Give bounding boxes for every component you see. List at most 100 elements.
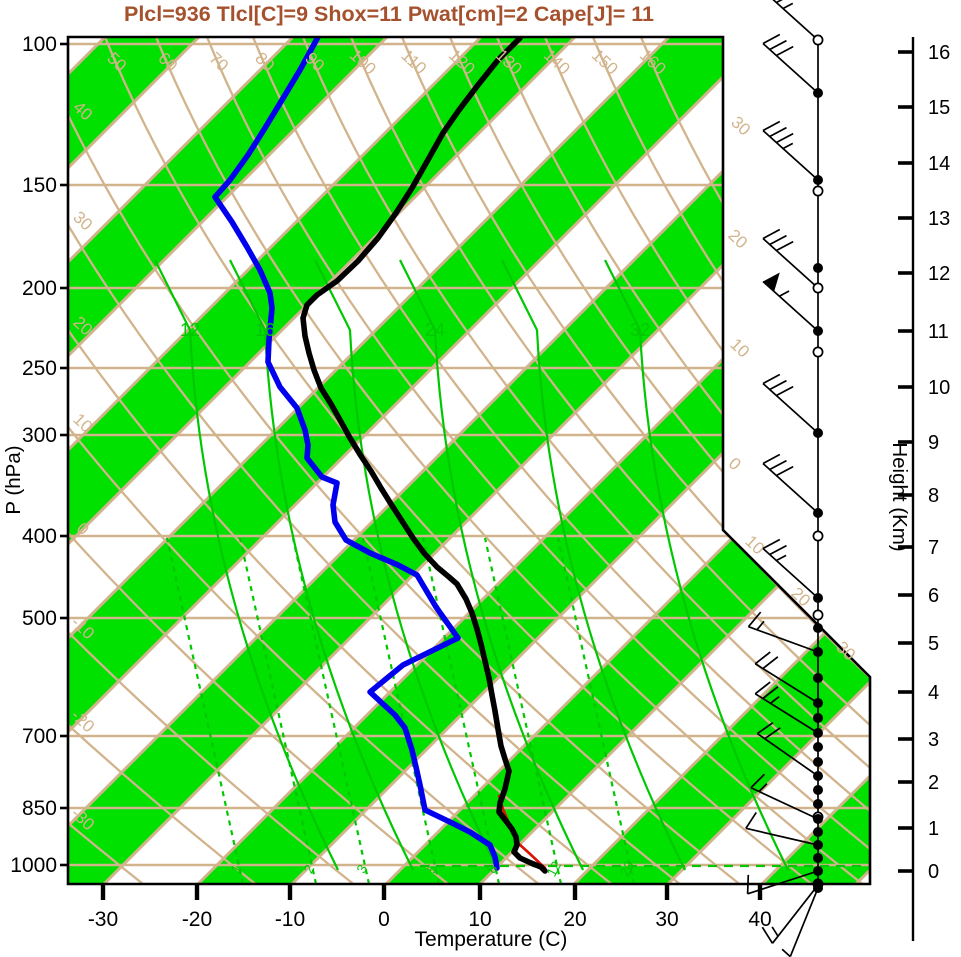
wind-barb [762,453,819,514]
temperature-tick-label: 10 [468,908,491,931]
height-tick-label: 2 [928,772,939,794]
line-value-label: 12 [544,859,564,879]
wind-barb [750,773,819,820]
station-dot [813,593,823,603]
line-value-label: 150 [588,45,622,78]
wind-barb [762,228,819,289]
temp-axis-label: Temperature (C) [415,928,568,951]
pressure-tick-label: 1000 [10,854,57,877]
station-dot [813,326,823,336]
temperature-tick-label: 30 [655,908,678,931]
temperature-tick-label: -20 [182,908,212,931]
station-dot [813,88,823,98]
station-dot [813,853,823,863]
station-circle [812,185,824,197]
height-tick-label: 11 [928,321,949,343]
station-dot [813,883,823,893]
height-tick-label: 6 [928,585,939,607]
height-tick-label: 1 [928,818,939,840]
height-tick-label: 10 [928,377,950,399]
wind-barb [762,373,819,434]
pressure-tick-label: 700 [22,725,57,748]
height-tick-label: 8 [928,485,939,507]
height-tick-label: 12 [928,263,950,285]
line-value-label: 10 [726,335,753,362]
wind-barb [754,651,819,704]
wind-barb [747,611,819,653]
pressure-tick-label: 500 [22,607,57,630]
height-tick-label: 15 [928,97,950,119]
station-dot [813,799,823,809]
green-band [68,37,387,884]
station-dot [813,428,823,438]
station-circle [812,34,824,46]
station-dot [813,647,823,657]
pressure-tick-label: 850 [22,797,57,820]
green-band [68,37,763,884]
chart-title: Plcl=936 Tlcl[C]=9 Shox=11 Pwat[cm]=2 Ca… [124,2,654,26]
height-tick-label: 13 [928,208,950,230]
wind-barb-column [745,0,824,957]
station-dot [813,673,823,683]
wind-barb [756,721,819,777]
wind-barb [761,884,819,944]
height-tick-label: 7 [928,537,939,559]
plot-border [66,35,872,886]
height-tick-label: 4 [928,682,939,704]
station-dot [813,728,823,738]
temperature-tick-label: -10 [275,908,305,931]
line-value-label: 110 [397,46,430,78]
wind-barb [754,681,819,734]
pressure-tick-label: 400 [22,525,57,548]
wind-barb [745,811,819,846]
green-band [68,37,870,884]
station-dot [813,698,823,708]
temperature-tick-label: 0 [378,908,390,931]
station-dot [813,508,823,518]
station-dot [813,175,823,185]
moist-adiabat-label: 12 [180,320,200,340]
temperature-tick-label: -30 [88,908,118,931]
station-circle [812,609,824,621]
station-dot [813,757,823,767]
height-axis-label: Height (Km) [888,442,911,551]
sounding-curves [212,37,548,874]
pressure-tick-label: 250 [22,357,57,380]
pressure-axis-label: P (hPa) [2,445,25,514]
green-shading-bands [68,37,870,884]
pressure-tick-label: 200 [22,277,57,300]
pressure-tick-label: 300 [22,424,57,447]
height-tick-label: 9 [928,432,939,454]
line-value-label: 20 [787,584,814,611]
background-lines [68,37,870,884]
temperature-curve [300,37,548,874]
station-dot [813,623,823,633]
station-dot [813,827,823,837]
wind-barb [762,272,819,332]
line-value-label: 70 [205,49,232,76]
height-tick-label: 16 [928,42,950,64]
station-dot [813,263,823,273]
wind-barb [772,0,819,41]
height-tick-label: 14 [928,153,950,175]
moist-adiabat-label: 16 [255,320,275,340]
height-tick-label: 3 [928,729,939,751]
line-value-label: 20 [724,226,751,253]
moist-adiabat-label: 24 [425,320,445,340]
line-value-label: 30 [69,208,96,235]
station-dot [813,866,823,876]
station-circle [812,530,824,542]
station-dot [813,742,823,752]
line-value-label: 20 [617,859,637,879]
moist-adiabat-label: 32 [630,320,650,340]
station-circle [812,282,824,294]
green-band [198,37,870,884]
line-value-label: 0 [725,454,745,474]
dewpoint-curve [212,37,500,871]
wind-barb [781,887,819,957]
wind-barb [762,538,819,599]
green-band [574,37,870,884]
